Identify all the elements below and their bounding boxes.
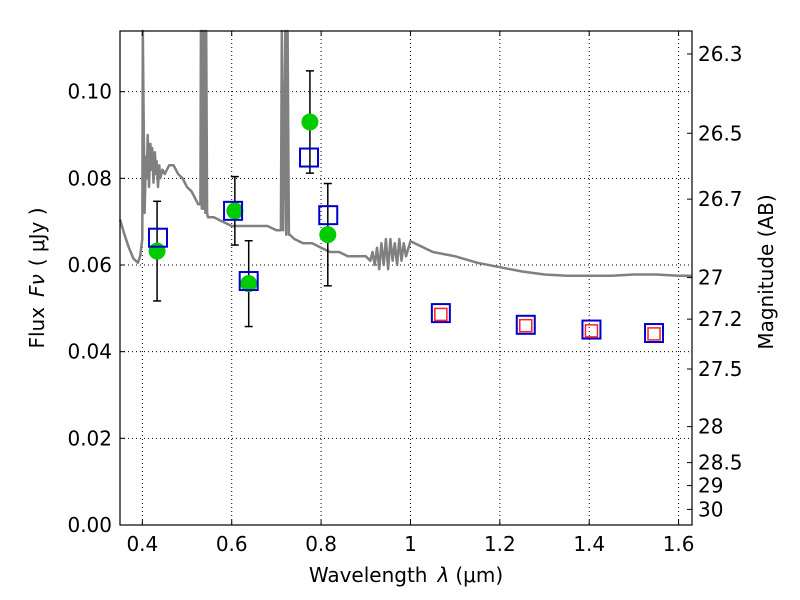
y-axis-label: FluxFν( μJy ) <box>25 207 49 348</box>
model-spectrum <box>118 29 692 278</box>
red-square-marker <box>584 324 599 338</box>
model-spectrum-line <box>118 29 692 278</box>
right-tick-label: 29 <box>698 474 723 498</box>
blue-square-marker <box>223 200 244 221</box>
observed-flux-point <box>301 113 319 131</box>
blue-square-marker <box>644 323 665 344</box>
observed-flux-point <box>319 226 337 244</box>
x-tick-label: 0.6 <box>216 532 248 556</box>
y-tick-label: 0.06 <box>67 253 112 277</box>
x-tick-label: 1.6 <box>663 532 695 556</box>
x-tick-label: 1 <box>404 532 417 556</box>
x-tick-label: 0.4 <box>126 532 158 556</box>
right-tick-label: 30 <box>698 497 723 521</box>
x-tick-label: 0.8 <box>305 532 337 556</box>
photometry-markers <box>147 70 665 344</box>
blue-square-marker <box>147 227 168 248</box>
observed-flux-point <box>148 242 166 260</box>
right-tick-label: 26.7 <box>698 187 743 211</box>
y-tick-label: 0.00 <box>67 513 112 537</box>
red-square-marker <box>434 307 448 322</box>
observed-flux-point <box>226 202 244 220</box>
blue-square-marker <box>318 205 339 226</box>
y-tick-label: 0.04 <box>67 340 112 364</box>
x-tick-label: 1.4 <box>573 532 605 556</box>
blue-square-marker <box>299 147 320 168</box>
right-tick-label: 28.5 <box>698 451 743 475</box>
right-tick-label: 27.5 <box>698 357 743 381</box>
y-tick-label: 0.08 <box>67 166 112 190</box>
x-tick-label: 1.2 <box>484 532 516 556</box>
right-tick-label: 26.5 <box>698 121 743 145</box>
right-axis-label: Magnitude (AB) <box>754 194 778 349</box>
blue-square-marker <box>430 303 451 324</box>
right-tick-label: 26.3 <box>698 42 743 66</box>
y-tick-label: 0.10 <box>67 80 112 104</box>
red-square-marker <box>519 318 533 333</box>
blue-square-marker <box>238 271 259 292</box>
right-tick-label: 27 <box>698 266 723 290</box>
blue-square-marker <box>581 319 602 340</box>
x-axis-label: Wavelength λ (μm) <box>309 563 503 587</box>
blue-square-marker <box>515 314 536 335</box>
right-tick-label: 28 <box>698 415 723 439</box>
red-square-marker <box>647 327 661 341</box>
y-tick-label: 0.02 <box>67 426 112 450</box>
x-axis-ticks: 0.4 0.6 0.8 1 1.2 1.4 1.6 <box>126 31 695 556</box>
y-axis-ticks: 0.00 0.02 0.04 0.06 0.08 0.10 <box>67 80 125 537</box>
right-tick-label: 27.2 <box>698 307 743 331</box>
